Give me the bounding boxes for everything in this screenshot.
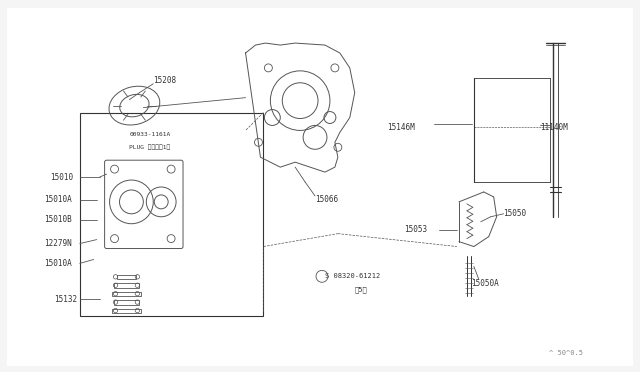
Text: 15050A: 15050A [471, 279, 499, 288]
Text: 15010: 15010 [50, 173, 73, 182]
Text: 15208: 15208 [153, 76, 177, 85]
Text: 15146M: 15146M [387, 123, 415, 132]
Text: ^ 50^0.5: ^ 50^0.5 [549, 350, 583, 356]
Text: 15050: 15050 [504, 209, 527, 218]
Text: 11140M: 11140M [540, 123, 568, 132]
Text: 15132: 15132 [54, 295, 77, 304]
Text: S 08320-61212: S 08320-61212 [325, 273, 380, 279]
Text: 15066: 15066 [315, 195, 338, 204]
Text: PLUG プラグ（1）: PLUG プラグ（1） [129, 144, 171, 150]
Text: 15053: 15053 [404, 225, 428, 234]
Text: 00933-1161A: 00933-1161A [129, 132, 171, 137]
Bar [80, 113, 264, 316]
Bar [114, 283, 139, 288]
Bar [111, 292, 141, 296]
Text: （5）: （5） [355, 286, 367, 292]
Text: 15010A: 15010A [44, 195, 72, 204]
Bar [116, 275, 136, 279]
Bar [111, 308, 141, 313]
Bar [114, 300, 139, 305]
Text: 12279N: 12279N [44, 239, 72, 248]
Text: 15010A: 15010A [44, 259, 72, 268]
Text: 15010B: 15010B [44, 215, 72, 224]
